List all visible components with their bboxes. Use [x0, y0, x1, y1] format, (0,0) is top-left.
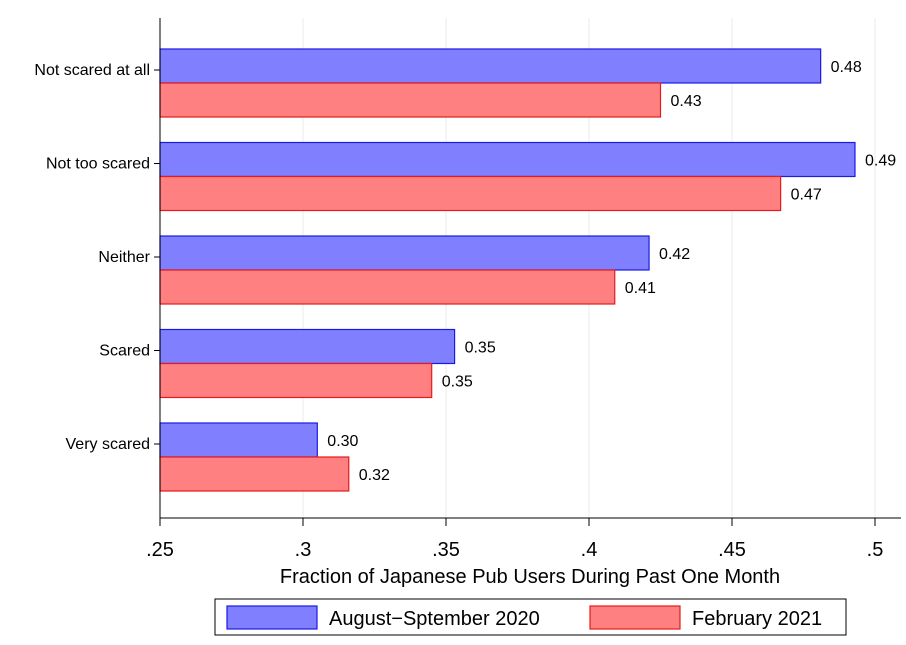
bar [159, 48, 822, 84]
data-label: 0.47 [791, 187, 822, 204]
data-label: 0.32 [359, 467, 390, 484]
legend-box [214, 598, 847, 636]
legend-label: February 2021 [692, 608, 822, 630]
x-tick-label: .45 [718, 539, 746, 561]
x-tick-label: .5 [867, 539, 884, 561]
bars: 0.48 0.43 0.49 0.47 0.420.41 0.35 0.35 0.300.32 [159, 48, 896, 492]
legend-swatch [226, 605, 318, 630]
bar [159, 235, 650, 271]
data-label: 0.48 [831, 59, 862, 76]
x-tick-label: .35 [432, 539, 460, 561]
bar [159, 456, 350, 492]
data-label: 0.41 [625, 280, 656, 297]
bar [159, 269, 616, 305]
legend-label: August−Sptember 2020 [329, 608, 540, 630]
category-label: Scared [99, 343, 150, 360]
x-tick-label: .4 [581, 539, 598, 561]
data-label: 0.35 [465, 340, 496, 357]
data-label: 0.35 [442, 374, 473, 391]
bar [159, 82, 662, 118]
category-label: Neither [98, 249, 150, 266]
category-label: Not too scared [46, 156, 150, 173]
bar [159, 175, 782, 212]
data-label: 0.49 [865, 153, 896, 170]
legend-swatch [589, 605, 681, 630]
data-label: 0.43 [671, 93, 702, 110]
bar [159, 362, 433, 399]
x-axis-title: Fraction of Japanese Pub Users During Pa… [280, 566, 780, 588]
data-label: 0.42 [659, 246, 690, 263]
axes: Not scared at all Not too scared Neither Sc… [34, 18, 901, 561]
bar [159, 328, 456, 365]
data-label: 0.30 [327, 433, 358, 450]
bar [159, 141, 856, 178]
x-tick-label: .25 [146, 539, 174, 561]
category-label: Not scared at all [34, 62, 150, 79]
bar [159, 422, 318, 458]
x-tick-label: .3 [295, 539, 312, 561]
category-label: Very scared [66, 436, 150, 453]
legend: August−Sptember 2020 February 2021 [214, 598, 847, 636]
